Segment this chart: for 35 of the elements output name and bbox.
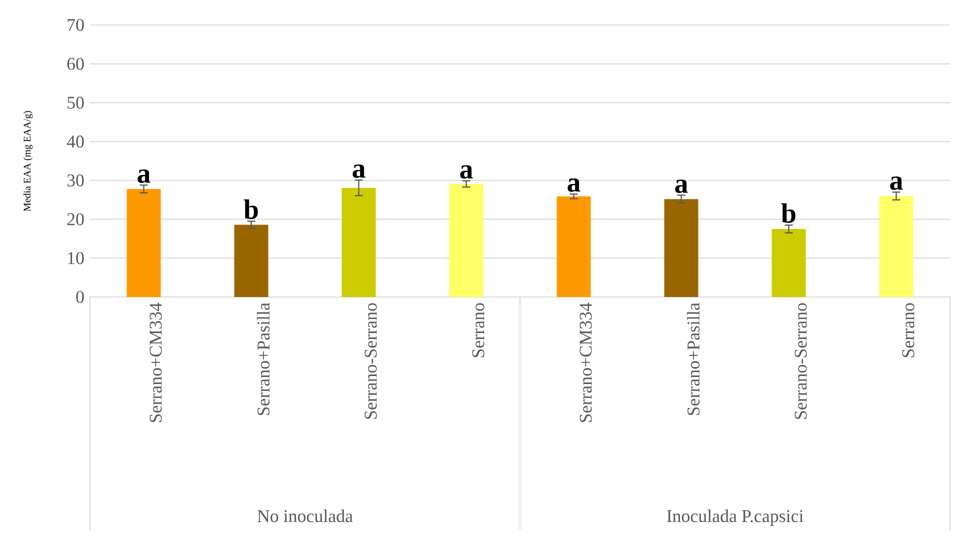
- data-label: a: [352, 164, 366, 178]
- bar: [664, 199, 698, 297]
- bar: [556, 196, 591, 297]
- x-tick-label: Serrano+Pasilla: [256, 302, 270, 416]
- bar: [342, 188, 376, 297]
- bar: [879, 196, 914, 297]
- y-tick-label: 0: [76, 290, 84, 304]
- y-tick-label: 40: [66, 136, 84, 148]
- y-axis-title: Media EAA (mg EAA/g): [23, 110, 33, 212]
- data-label: a: [568, 178, 580, 192]
- x-tick-label: Serrano+CM334: [150, 302, 162, 422]
- x-tick-label: Serrano-Serrano: [364, 303, 377, 419]
- y-tick-label: 30: [67, 174, 84, 186]
- y-tick-label: 50: [68, 96, 84, 109]
- data-label: a: [890, 176, 903, 190]
- bar: [449, 184, 484, 297]
- data-label: a: [460, 165, 473, 179]
- y-tick-label: 20: [67, 213, 84, 226]
- bar: [126, 188, 161, 297]
- x-tick-label: Serrano+Pasilla: [686, 302, 700, 416]
- data-label: b: [244, 199, 258, 220]
- y-tick-label: 70: [68, 18, 84, 32]
- data-label: b: [781, 203, 796, 223]
- x-tick-label: Serrano: [472, 303, 484, 358]
- x-tick-label: Serrano+CM334: [580, 302, 592, 422]
- data-label: a: [675, 180, 688, 193]
- x-tick-label: Serrano: [902, 303, 914, 358]
- y-tick-label: 10: [68, 252, 84, 264]
- bar: [772, 229, 806, 297]
- x-tick-label: Serrano-Serrano: [794, 303, 807, 419]
- y-tick-label: 60: [67, 58, 84, 70]
- bar: [234, 224, 268, 297]
- data-label: a: [138, 170, 150, 183]
- text: Inoculada P.capsici: [666, 510, 804, 526]
- text: No inoculada: [257, 510, 353, 522]
